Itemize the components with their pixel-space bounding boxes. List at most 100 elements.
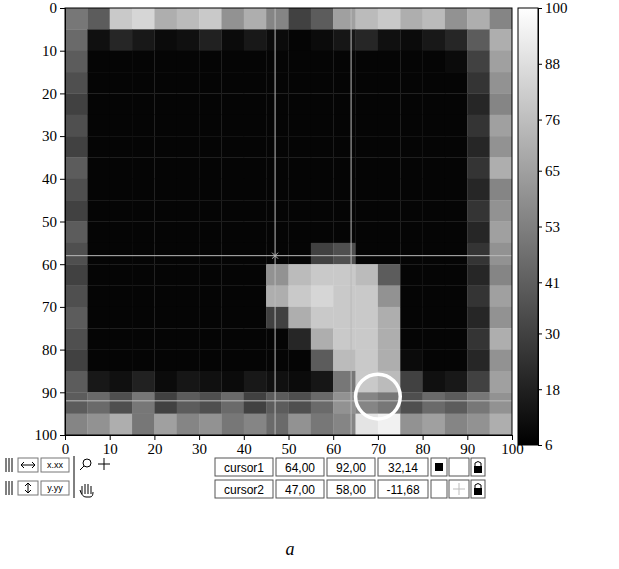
tick: 60 — [42, 257, 65, 273]
heat-cell — [87, 29, 110, 51]
toolbar-button[interactable] — [41, 458, 69, 472]
heat-cell — [132, 350, 155, 372]
heat-cell — [132, 286, 155, 308]
heat-cell — [490, 72, 512, 94]
heat-cell — [445, 328, 468, 350]
heat-cell — [87, 136, 110, 158]
heat-cell — [311, 72, 334, 94]
heat-cell — [490, 243, 512, 265]
tick-label: 50 — [42, 214, 57, 230]
heat-cell — [400, 222, 423, 244]
heat-cell — [244, 136, 267, 158]
swatch-box[interactable] — [431, 458, 447, 476]
toolbar-button[interactable] — [18, 458, 38, 472]
heat-cell — [289, 414, 312, 435]
toolbar: x.xxy.yy — [6, 456, 110, 498]
heat-cell — [490, 200, 512, 222]
heat-cell — [378, 72, 401, 94]
heat-cell — [311, 8, 334, 30]
heat-cell — [266, 371, 289, 393]
heat-cell — [400, 414, 423, 435]
heat-cell — [356, 72, 379, 94]
heat-cell — [467, 392, 490, 414]
heat-cell — [154, 29, 177, 51]
heat-cell — [333, 157, 356, 179]
cursor-panel: cursor164,0092,0032,14cursor247,0058,00-… — [215, 458, 485, 498]
toolbar-button[interactable] — [41, 481, 69, 495]
heat-cell — [445, 72, 468, 94]
zoom-icon[interactable] — [83, 459, 91, 467]
heat-cell — [154, 243, 177, 265]
heat-cell — [154, 136, 177, 158]
heat-cell — [266, 414, 289, 435]
heat-cell — [289, 307, 312, 329]
heat-cell — [467, 115, 490, 137]
heat-cell — [221, 136, 244, 158]
heat-cell — [221, 200, 244, 222]
heat-cell — [423, 392, 446, 414]
heat-cell — [65, 72, 88, 94]
option-box[interactable] — [449, 458, 469, 476]
heat-cell — [65, 29, 88, 51]
readout-box — [276, 458, 324, 476]
heat-cell — [266, 264, 289, 286]
heat-cell — [266, 350, 289, 372]
heat-cell — [199, 350, 222, 372]
toolbar-icon[interactable] — [6, 481, 12, 495]
toolbar-button[interactable] — [18, 481, 38, 495]
option-box[interactable] — [449, 480, 469, 498]
heat-cell — [266, 8, 289, 30]
heat-cell — [199, 51, 222, 73]
heat-cell — [445, 307, 468, 329]
heat-cell — [132, 392, 155, 414]
heat-cell — [87, 392, 110, 414]
lock-box[interactable] — [471, 480, 485, 498]
readout-box — [327, 480, 375, 498]
heat-cell — [490, 350, 512, 372]
axis-line — [66, 436, 513, 441]
heat-cell — [467, 328, 490, 350]
heat-cell — [65, 243, 88, 265]
swatch-box[interactable] — [431, 480, 447, 498]
heat-cell — [311, 264, 334, 286]
lock-box[interactable] — [471, 458, 485, 476]
tick: 50 — [42, 214, 65, 230]
heat-cell — [333, 243, 356, 265]
tick-label: 40 — [237, 441, 252, 457]
heat-cell — [132, 414, 155, 435]
heat-cell — [378, 8, 401, 30]
heat-cell — [289, 350, 312, 372]
tick-mark — [538, 8, 542, 9]
crosshair-icon[interactable] — [98, 458, 110, 470]
lock-icon — [474, 466, 482, 473]
heat-cell — [110, 392, 133, 414]
tick: 0 — [62, 435, 70, 457]
heat-cell — [154, 307, 177, 329]
heat-cell — [333, 392, 356, 414]
heat-cell — [289, 136, 312, 158]
heat-cell — [311, 29, 334, 51]
tick-mark — [289, 435, 290, 440]
heat-cell — [132, 8, 155, 30]
heat-cell — [65, 179, 88, 201]
heat-cell — [356, 200, 379, 222]
tick-label: 30 — [192, 441, 207, 457]
heat-cell — [378, 222, 401, 244]
pan-icon[interactable] — [80, 484, 93, 497]
heat-cell — [110, 157, 133, 179]
heat-cell — [87, 371, 110, 393]
tick-mark — [60, 51, 65, 52]
heat-cell — [266, 136, 289, 158]
heat-cell — [378, 243, 401, 265]
heat-cell — [199, 157, 222, 179]
tick-mark — [60, 392, 65, 393]
heat-cell — [221, 328, 244, 350]
heat-cell — [445, 115, 468, 137]
tick-mark — [423, 435, 424, 440]
tick-mark — [199, 435, 200, 440]
heat-cell — [289, 264, 312, 286]
heat-cell — [244, 29, 267, 51]
heat-cell — [333, 200, 356, 222]
toolbar-icon[interactable] — [6, 458, 12, 472]
heat-cell — [110, 8, 133, 30]
